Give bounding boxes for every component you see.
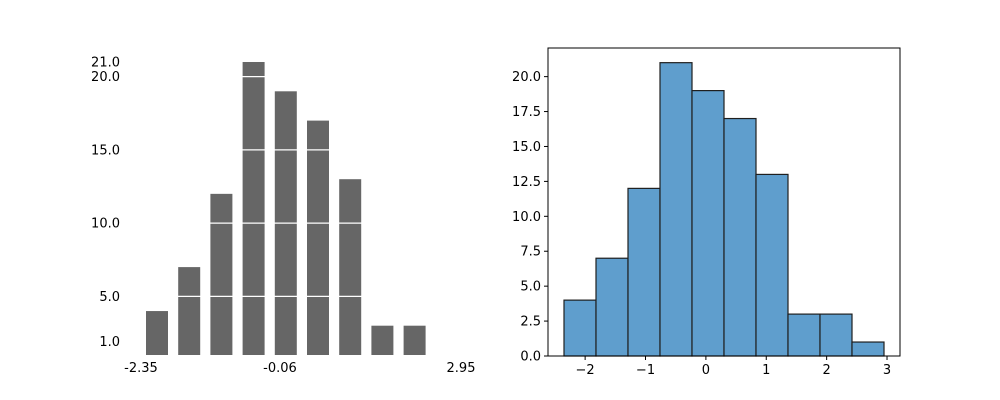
histogram-bar bbox=[627, 187, 661, 357]
x-tick-label: 2 bbox=[823, 363, 831, 378]
histogram-bar bbox=[563, 299, 597, 357]
histogram-bar bbox=[371, 325, 394, 355]
right-histogram-chart: 0.0 2.5 5.0 7.5 10.0 12.5 15.0 17.5 20.0 −2 −1 0 1 2 3 bbox=[512, 47, 901, 378]
histogram-bar bbox=[691, 90, 725, 357]
y-tick-label: 1.0 bbox=[99, 335, 120, 350]
histogram-bar bbox=[659, 62, 693, 357]
y-tick-label: 20.0 bbox=[512, 70, 541, 85]
plot-frame bbox=[547, 47, 901, 357]
y-tick-label: 7.5 bbox=[520, 245, 541, 260]
histogram-bar bbox=[403, 325, 426, 355]
x-tick-label: 1 bbox=[762, 363, 770, 378]
histogram-bar bbox=[146, 311, 168, 355]
histogram-bar bbox=[210, 193, 233, 355]
x-tick-label: −2 bbox=[576, 363, 595, 378]
y-tick-label: 15.0 bbox=[91, 143, 120, 158]
histogram-bar bbox=[787, 313, 821, 357]
histogram-bar bbox=[819, 313, 853, 357]
histogram-bar bbox=[851, 341, 885, 357]
histogram-bar bbox=[755, 173, 789, 357]
y-tick-label: 10.0 bbox=[91, 217, 120, 232]
left-histogram-chart: 1.0 5.0 10.0 15.0 20.021.0 -2.35 -0.06 2.95 bbox=[91, 56, 475, 377]
y-tick-label: 5.0 bbox=[520, 280, 541, 295]
y-tick-label: 10.0 bbox=[512, 210, 541, 225]
histogram-bar bbox=[242, 62, 265, 355]
y-tick-label: 15.0 bbox=[512, 140, 541, 155]
y-tick-label: 2.5 bbox=[520, 315, 541, 330]
x-tick-label: 2.95 bbox=[447, 361, 476, 376]
x-tick-label: -0.06 bbox=[263, 361, 297, 376]
y-tick-label: 20.0 bbox=[91, 70, 120, 85]
y-tick-label: 5.0 bbox=[99, 290, 120, 305]
y-tick-label: 0.0 bbox=[520, 350, 541, 365]
histogram-bar bbox=[595, 257, 629, 357]
histogram-bar bbox=[723, 117, 757, 357]
x-tick-label: -2.35 bbox=[124, 361, 158, 376]
histogram-bar bbox=[307, 120, 329, 355]
x-tick-label: 3 bbox=[883, 363, 891, 378]
y-tick-label: 17.5 bbox=[512, 105, 541, 120]
x-tick-label: 0 bbox=[702, 363, 710, 378]
histogram-bar bbox=[339, 179, 362, 355]
y-tick-label: 12.5 bbox=[512, 175, 541, 190]
x-tick-label: −1 bbox=[636, 363, 655, 378]
histogram-bar bbox=[178, 267, 201, 355]
y-tick-label: 21.0 bbox=[91, 56, 120, 71]
